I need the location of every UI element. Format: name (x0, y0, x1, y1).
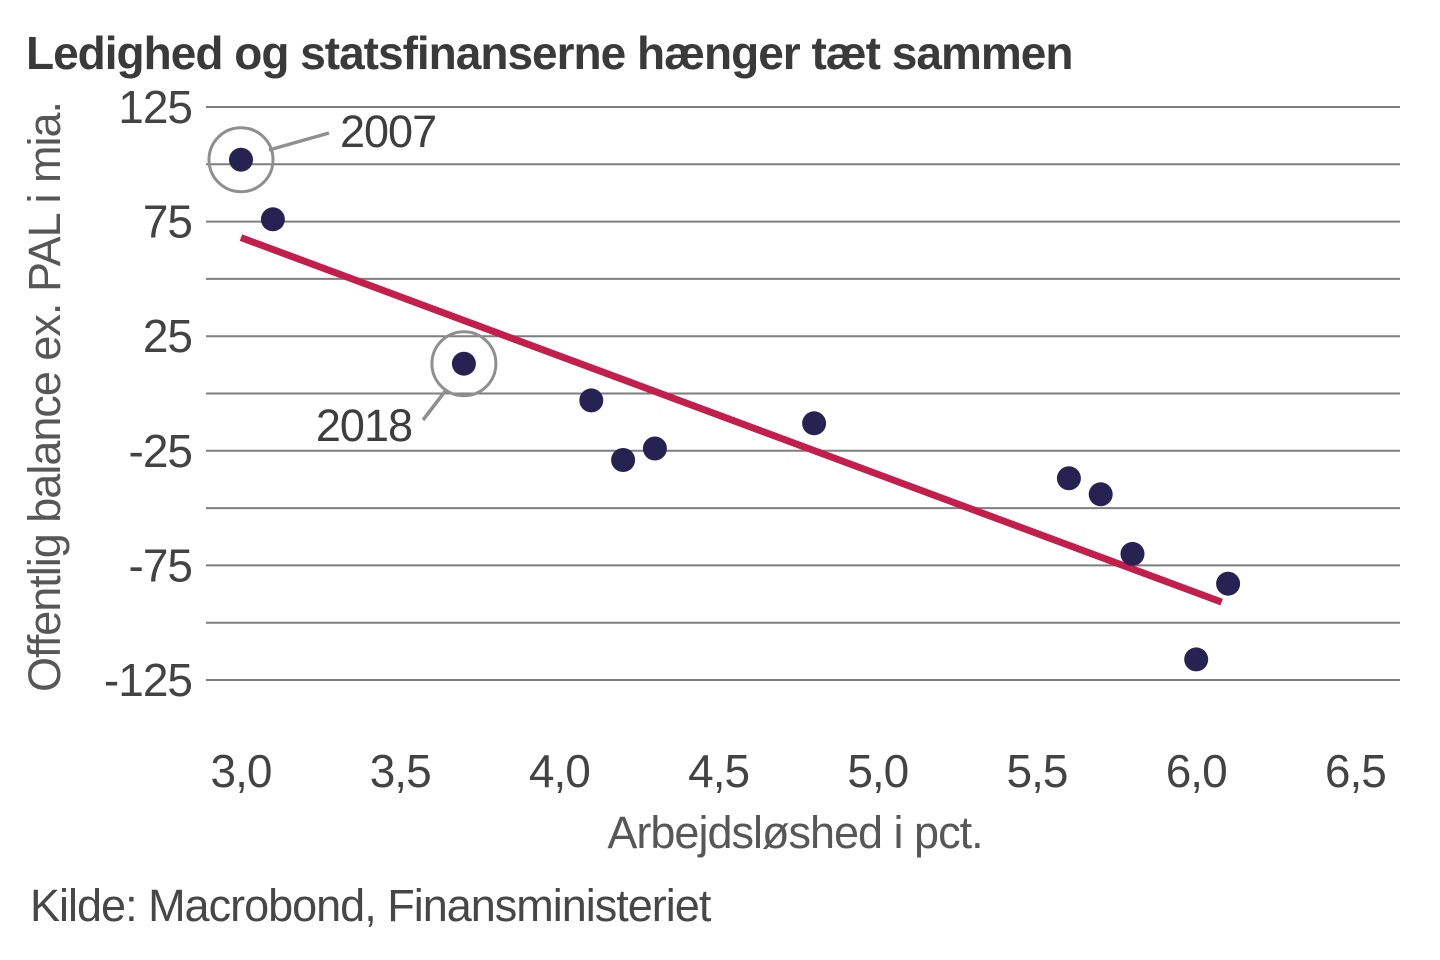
chart-title: Ledighed og statsfinanserne hænger tæt s… (26, 27, 1073, 79)
data-point (579, 388, 604, 413)
data-point (1120, 541, 1145, 566)
x-tick-label: 3,5 (370, 745, 431, 797)
data-point (1088, 482, 1113, 507)
annotation-circle (207, 126, 275, 194)
x-tick-label: 6,0 (1166, 745, 1227, 797)
data-point (802, 411, 827, 436)
x-tick-label: 4,0 (529, 745, 590, 797)
annotation-circle (430, 330, 498, 398)
x-tick-label: 4,5 (688, 745, 749, 797)
annotation-leader-line (421, 388, 448, 422)
data-point (229, 147, 253, 172)
x-tick-label: 3,0 (211, 745, 272, 797)
data-point (1056, 466, 1081, 491)
data-point (642, 436, 667, 461)
source-credit: Kilde: Macrobond, Finansministeriet (30, 880, 711, 931)
annotation-label: 2007 (340, 106, 436, 157)
trend-line (239, 234, 1223, 606)
x-tick-label: 5,5 (1007, 745, 1068, 797)
y-tick-label: -25 (129, 425, 192, 477)
data-point (451, 351, 476, 376)
y-tick-label: 25 (143, 310, 192, 362)
x-tick-label: 5,0 (847, 745, 908, 797)
gridlines-layer (206, 106, 1400, 681)
tick-labels-layer: 125 75 25 -25 -75 -125 3,0 3,5 4,0 4,5 5,0 5,5 6,0 6,… (104, 81, 1387, 797)
data-point (611, 448, 636, 472)
annotations-layer: 2007 2018 (207, 106, 498, 451)
data-point (1184, 647, 1209, 672)
annotation-leader-line (268, 131, 330, 152)
x-axis-title: Arbejdsløshed i pct. (607, 807, 982, 858)
data-point (1216, 571, 1241, 596)
y-tick-label: -75 (129, 539, 192, 591)
x-tick-label: 6,5 (1325, 745, 1386, 797)
y-tick-label: 125 (118, 81, 192, 133)
data-series-layer (229, 147, 1241, 672)
data-point (260, 207, 285, 232)
y-tick-label: -125 (104, 654, 192, 706)
annotation-label: 2018 (316, 400, 412, 451)
y-tick-label: 75 (143, 196, 192, 248)
y-axis-title: Offentlig balance ex. PAL i mia. (19, 102, 70, 692)
